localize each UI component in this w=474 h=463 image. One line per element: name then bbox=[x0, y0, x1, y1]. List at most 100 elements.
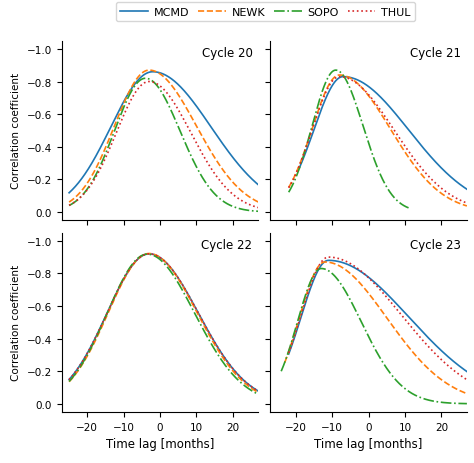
NEWK bbox=[152, 69, 158, 75]
NEWK bbox=[154, 253, 159, 258]
SOPO bbox=[220, 359, 226, 365]
THUL bbox=[154, 81, 159, 87]
THUL bbox=[361, 271, 366, 276]
Text: Cycle 22: Cycle 22 bbox=[201, 238, 253, 251]
NEWK bbox=[154, 70, 159, 75]
SOPO bbox=[362, 129, 368, 135]
THUL bbox=[428, 177, 434, 182]
MCMD bbox=[154, 253, 159, 259]
THUL bbox=[384, 295, 390, 301]
Line: SOPO: SOPO bbox=[289, 71, 409, 208]
MCMD bbox=[165, 75, 171, 80]
NEWK bbox=[361, 88, 366, 93]
THUL bbox=[362, 88, 368, 94]
Y-axis label: Correlation coefficient: Correlation coefficient bbox=[11, 265, 21, 381]
MCMD bbox=[220, 353, 226, 358]
SOPO bbox=[220, 199, 226, 204]
THUL bbox=[374, 283, 380, 289]
SOPO bbox=[255, 392, 261, 397]
MCMD bbox=[165, 262, 171, 268]
THUL bbox=[464, 377, 470, 382]
THUL bbox=[384, 118, 390, 123]
THUL bbox=[361, 88, 366, 93]
THUL bbox=[165, 262, 171, 268]
SOPO bbox=[361, 324, 366, 330]
THUL bbox=[255, 388, 261, 394]
MCMD bbox=[362, 272, 368, 277]
THUL bbox=[464, 201, 470, 206]
NEWK bbox=[459, 389, 465, 394]
MCMD bbox=[176, 276, 182, 282]
NEWK bbox=[251, 387, 256, 393]
SOPO bbox=[251, 389, 256, 395]
SOPO bbox=[374, 349, 380, 355]
MCMD bbox=[255, 388, 261, 394]
THUL bbox=[165, 92, 171, 98]
Line: MCMD: MCMD bbox=[69, 254, 258, 391]
SOPO bbox=[251, 209, 256, 214]
SOPO bbox=[362, 326, 368, 332]
NEWK bbox=[220, 355, 226, 361]
THUL bbox=[251, 204, 256, 209]
NEWK bbox=[374, 301, 380, 307]
NEWK bbox=[255, 390, 261, 395]
MCMD bbox=[428, 155, 434, 161]
NEWK bbox=[464, 204, 470, 209]
Line: NEWK: NEWK bbox=[285, 263, 467, 394]
Text: Cycle 23: Cycle 23 bbox=[410, 238, 461, 251]
THUL bbox=[362, 272, 368, 277]
Y-axis label: Correlation coefficient: Correlation coefficient bbox=[11, 73, 21, 189]
NEWK bbox=[428, 183, 434, 188]
MCMD bbox=[374, 91, 380, 97]
NEWK bbox=[464, 391, 470, 396]
SOPO bbox=[176, 282, 182, 287]
MCMD bbox=[154, 70, 159, 75]
MCMD bbox=[220, 142, 226, 148]
THUL bbox=[255, 206, 261, 211]
X-axis label: Time lag [months]: Time lag [months] bbox=[314, 437, 423, 450]
MCMD bbox=[251, 386, 256, 391]
THUL bbox=[176, 108, 182, 114]
MCMD bbox=[176, 83, 182, 88]
MCMD bbox=[464, 369, 470, 375]
THUL bbox=[251, 386, 256, 391]
Line: THUL: THUL bbox=[289, 257, 467, 380]
NEWK bbox=[220, 168, 226, 173]
SOPO bbox=[361, 125, 366, 131]
THUL bbox=[220, 353, 226, 358]
MCMD bbox=[362, 82, 368, 88]
NEWK bbox=[428, 369, 434, 375]
NEWK bbox=[374, 105, 380, 111]
THUL bbox=[459, 374, 465, 380]
Line: MCMD: MCMD bbox=[289, 261, 467, 372]
MCMD bbox=[459, 184, 465, 189]
MCMD bbox=[464, 187, 470, 193]
NEWK bbox=[176, 94, 182, 99]
NEWK bbox=[384, 122, 390, 127]
Line: NEWK: NEWK bbox=[69, 254, 258, 393]
Line: THUL: THUL bbox=[289, 77, 467, 204]
SOPO bbox=[165, 102, 171, 107]
MCMD bbox=[384, 292, 390, 297]
Line: NEWK: NEWK bbox=[69, 71, 258, 203]
MCMD bbox=[255, 182, 261, 188]
Line: SOPO: SOPO bbox=[69, 255, 258, 394]
SOPO bbox=[464, 401, 470, 407]
THUL bbox=[176, 276, 182, 282]
NEWK bbox=[361, 285, 366, 290]
MCMD bbox=[251, 178, 256, 184]
NEWK bbox=[362, 89, 368, 94]
SOPO bbox=[165, 266, 171, 271]
SOPO bbox=[459, 401, 465, 407]
NEWK bbox=[165, 79, 171, 85]
THUL bbox=[152, 253, 158, 258]
MCMD bbox=[428, 338, 434, 344]
THUL bbox=[374, 103, 380, 108]
THUL bbox=[152, 81, 158, 87]
SOPO bbox=[154, 255, 159, 260]
SOPO bbox=[374, 163, 380, 169]
Line: MCMD: MCMD bbox=[69, 73, 258, 194]
Line: THUL: THUL bbox=[69, 254, 258, 391]
MCMD bbox=[459, 366, 465, 371]
Line: MCMD: MCMD bbox=[300, 77, 467, 190]
